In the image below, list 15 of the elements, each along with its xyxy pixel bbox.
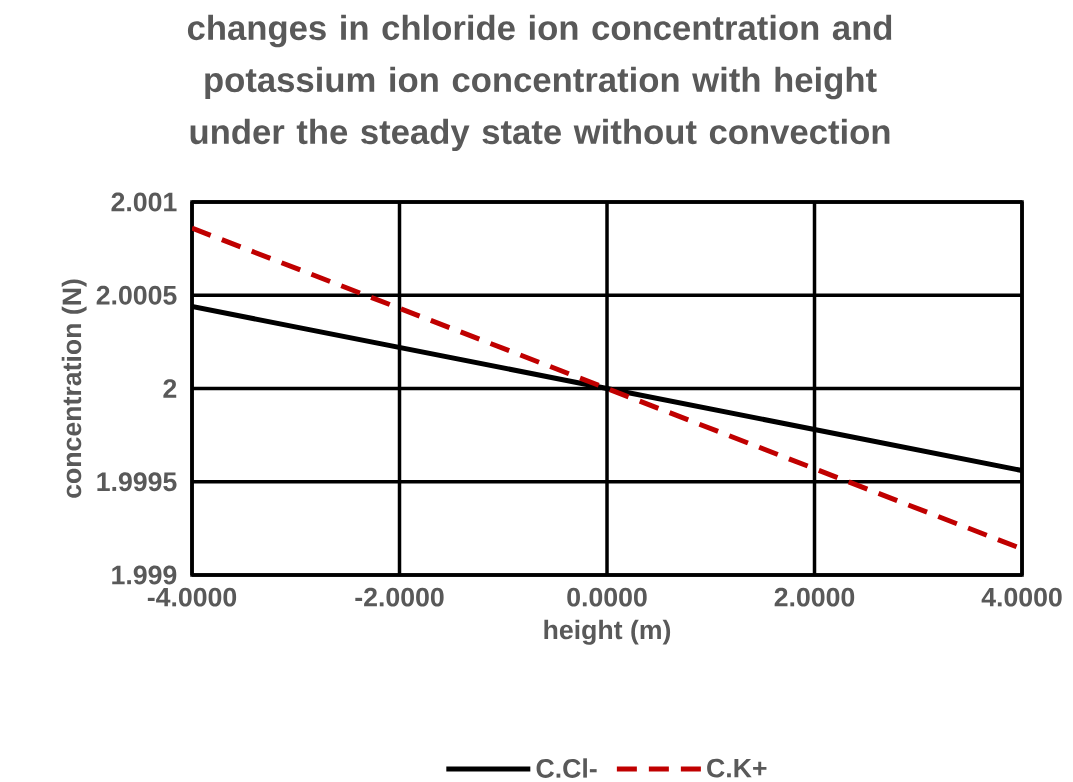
y-tick-label: 1.9995	[97, 472, 177, 492]
x-tick-label: 2.0000	[774, 587, 855, 607]
chart-title: changes in chloride ion concentration and potassium ion concentration with height under the steady state without convection	[187, 14, 892, 152]
y-tick-label: 2	[163, 379, 177, 398]
y-tick-label: 2.0005	[96, 285, 177, 305]
y-tick-label: 2.001	[111, 192, 177, 212]
x-tick-label: -2.0000	[355, 587, 444, 607]
x-tick-label: -4.0000	[147, 587, 237, 607]
y-axis-title: concentration (N)	[61, 279, 87, 498]
legend-label: C.K+	[707, 758, 767, 778]
x-tick-label: 4.0000	[981, 587, 1062, 607]
y-tick-label: 1.999	[112, 565, 177, 585]
x-tick-label: 0.0000	[567, 587, 647, 607]
legend-label: C.Cl-	[536, 758, 597, 778]
x-axis-title: height (m)	[544, 619, 671, 645]
